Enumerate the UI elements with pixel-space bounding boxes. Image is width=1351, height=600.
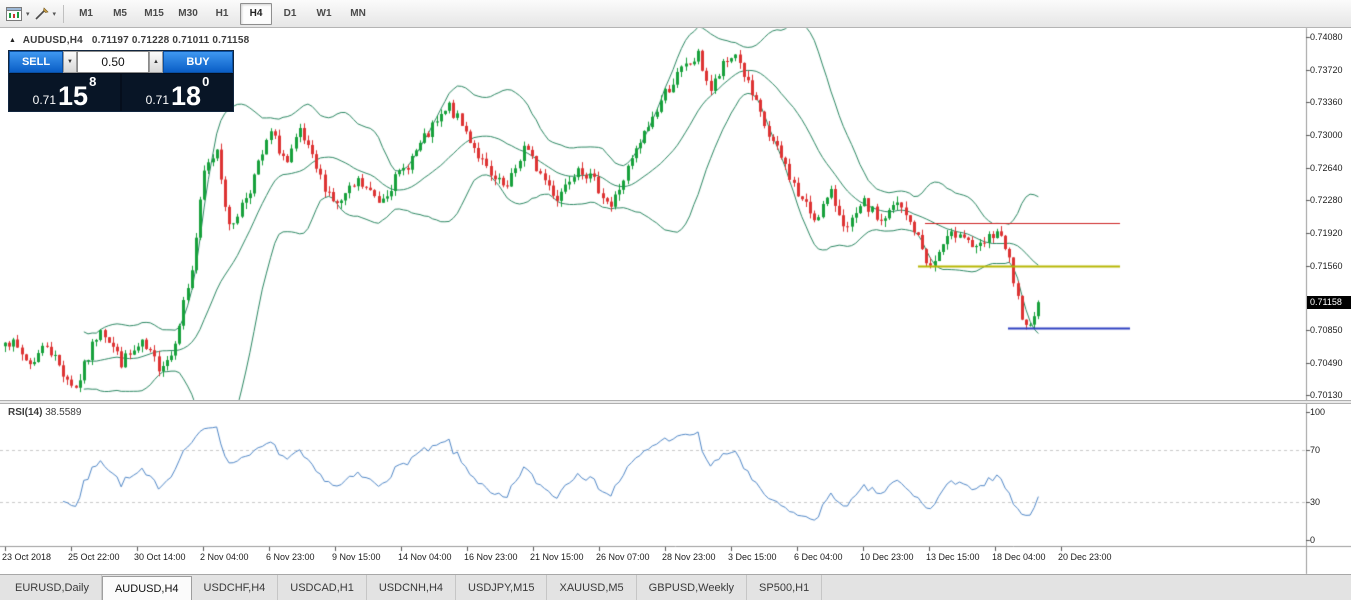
price-axis-label: 0.73000 (1310, 130, 1343, 141)
sell-price-pip-digit: 8 (89, 74, 97, 89)
drawing-tools-glyph (34, 6, 49, 20)
lot-size-input[interactable] (77, 51, 149, 73)
time-axis-label: 21 Nov 15:00 (530, 552, 584, 562)
timeframe-button-h4[interactable]: H4 (240, 2, 273, 25)
chart-tab-bar: EURUSD,Daily AUDUSD,H4 USDCHF,H4 USDCAD,H1 U… (0, 574, 1351, 600)
price-axis-label: 0.73360 (1310, 97, 1343, 108)
sell-price-prefix: 0.71 (32, 93, 57, 107)
price-axis-label: 0.74080 (1310, 32, 1343, 43)
chart-tab-usdjpy-m15[interactable]: USDJPY,M15 (456, 575, 548, 600)
rsi-axis-label: 70 (1310, 445, 1321, 456)
lot-spin-up-button[interactable]: ▲ (149, 51, 163, 73)
price-axis-label: 0.70850 (1310, 325, 1343, 336)
trade-panel-controls: SELL ▼ ▲ BUY (9, 51, 233, 73)
timeframe-button-w1[interactable]: W1 (316, 8, 332, 19)
trade-panel-prices: 0.71 15 8 0.71 18 0 (9, 73, 233, 111)
chart-tab-xauusd-m5[interactable]: XAUUSD,M5 (547, 575, 637, 600)
time-axis-label: 25 Oct 22:00 (68, 552, 120, 562)
time-axis-label: 30 Oct 14:00 (134, 552, 186, 562)
price-axis-label: 0.72280 (1310, 195, 1343, 206)
chart-ohlc-values: 0.71197 0.71228 0.71011 0.71158 (91, 35, 250, 46)
pane-splitter[interactable] (0, 400, 1351, 404)
chart-title: ▲ AUDUSD,H4 0.71197 0.71228 0.71011 0.71… (9, 35, 249, 46)
time-axis-label: 2 Nov 04:00 (200, 552, 249, 562)
price-axis-label: 0.70490 (1310, 357, 1343, 368)
chart-tab-sp500-h1[interactable]: SP500,H1 (747, 575, 823, 600)
rsi-axis-label: 100 (1310, 407, 1326, 417)
time-axis-label: 18 Dec 04:00 (992, 552, 1046, 562)
time-axis-label: 28 Nov 23:00 (662, 552, 716, 562)
price-axis-label: 0.71560 (1310, 260, 1343, 271)
chart-tab-audusd-h4[interactable]: AUDUSD,H4 (101, 576, 192, 600)
drawing-tools-icon[interactable] (32, 4, 51, 24)
buy-price-prefix: 0.71 (145, 93, 170, 107)
sell-price-big-digits: 15 (58, 81, 89, 111)
timeframe-button-mn[interactable]: MN (350, 8, 366, 19)
time-axis-label: 6 Nov 23:00 (266, 552, 315, 562)
sell-button[interactable]: SELL (9, 51, 63, 73)
rsi-name: RSI(14) (8, 407, 43, 418)
rsi-axis-label: 0 (1310, 535, 1316, 545)
chart-tab-usdcnh-h4[interactable]: USDCNH,H4 (367, 575, 457, 600)
timeframe-button-m5[interactable]: M5 (113, 8, 127, 19)
timeframe-toolbar: M1 M5 M15 M30 H1 H4 D1 W1 MN (69, 2, 375, 25)
chart-tab-gbpusd-weekly[interactable]: GBPUSD,Weekly (637, 575, 748, 600)
sell-price-display[interactable]: 0.71 15 8 (9, 74, 120, 111)
buy-button[interactable]: BUY (163, 51, 233, 73)
price-axis-label: 0.72640 (1310, 162, 1343, 173)
timeframe-button-d1[interactable]: D1 (283, 8, 297, 19)
rsi-axis-label: 30 (1310, 496, 1321, 507)
rsi-indicator-label: RSI(14) 38.5589 (8, 407, 81, 418)
timeframe-button-m1[interactable]: M1 (79, 8, 93, 19)
one-click-panel-toggle-icon[interactable]: ▲ (9, 37, 17, 44)
buy-price-big-digits: 18 (171, 81, 202, 111)
one-click-trade-panel: SELL ▼ ▲ BUY 0.71 15 8 0.71 18 0 (8, 50, 234, 112)
chart-window-dropdown-caret[interactable]: ▾ (26, 10, 30, 18)
time-axis-label: 9 Nov 15:00 (332, 552, 381, 562)
buy-price-pip-digit: 0 (202, 74, 210, 89)
time-axis[interactable]: 23 Oct 2018 25 Oct 22:00 30 Oct 14:00 2 Nov… (0, 547, 1306, 574)
time-axis-label: 13 Dec 15:00 (926, 552, 980, 562)
timeframe-button-m15[interactable]: M15 (144, 8, 164, 19)
current-price-tag: 0.71158 (1307, 295, 1351, 309)
buy-price-display[interactable]: 0.71 18 0 (122, 74, 233, 111)
time-axis-label: 16 Nov 23:00 (464, 552, 518, 562)
chart-symbol-label: AUDUSD,H4 (22, 35, 83, 46)
time-axis-label: 10 Dec 23:00 (860, 552, 914, 562)
time-axis-label: 3 Dec 15:00 (728, 552, 777, 562)
lot-spin-down-button[interactable]: ▼ (63, 51, 77, 73)
chart-tab-eurusd-daily[interactable]: EURUSD,Daily (3, 575, 102, 600)
price-axis[interactable]: 0.71158 0.74080 0.73720 0.73360 0.73000 0.72… (1307, 28, 1351, 574)
time-axis-label: 20 Dec 23:00 (1058, 552, 1112, 562)
time-axis-label: 14 Nov 04:00 (398, 552, 452, 562)
price-axis-label: 0.73720 (1310, 64, 1343, 75)
chart-tab-usdchf-h4[interactable]: USDCHF,H4 (192, 575, 279, 600)
drawing-tools-dropdown-caret[interactable]: ▾ (52, 10, 57, 18)
chart-window-glyph (6, 6, 22, 21)
price-axis-label: 0.70130 (1310, 390, 1343, 401)
time-axis-label: 26 Nov 07:00 (596, 552, 650, 562)
rsi-value: 38.5589 (45, 407, 82, 418)
timeframe-button-h1[interactable]: H1 (215, 8, 229, 19)
price-axis-label: 0.71920 (1310, 228, 1343, 239)
toolbar: ▾ ▾ M1 M5 M15 M30 H1 H4 D1 W1 MN (0, 0, 1351, 28)
time-axis-label: 6 Dec 04:00 (794, 552, 843, 562)
chart-tab-usdcad-h1[interactable]: USDCAD,H1 (278, 575, 367, 600)
timeframe-button-m30[interactable]: M30 (178, 8, 198, 19)
toolbar-separator (63, 4, 65, 23)
chart-window-icon[interactable] (4, 4, 24, 24)
time-axis-label: 23 Oct 2018 (2, 552, 52, 562)
